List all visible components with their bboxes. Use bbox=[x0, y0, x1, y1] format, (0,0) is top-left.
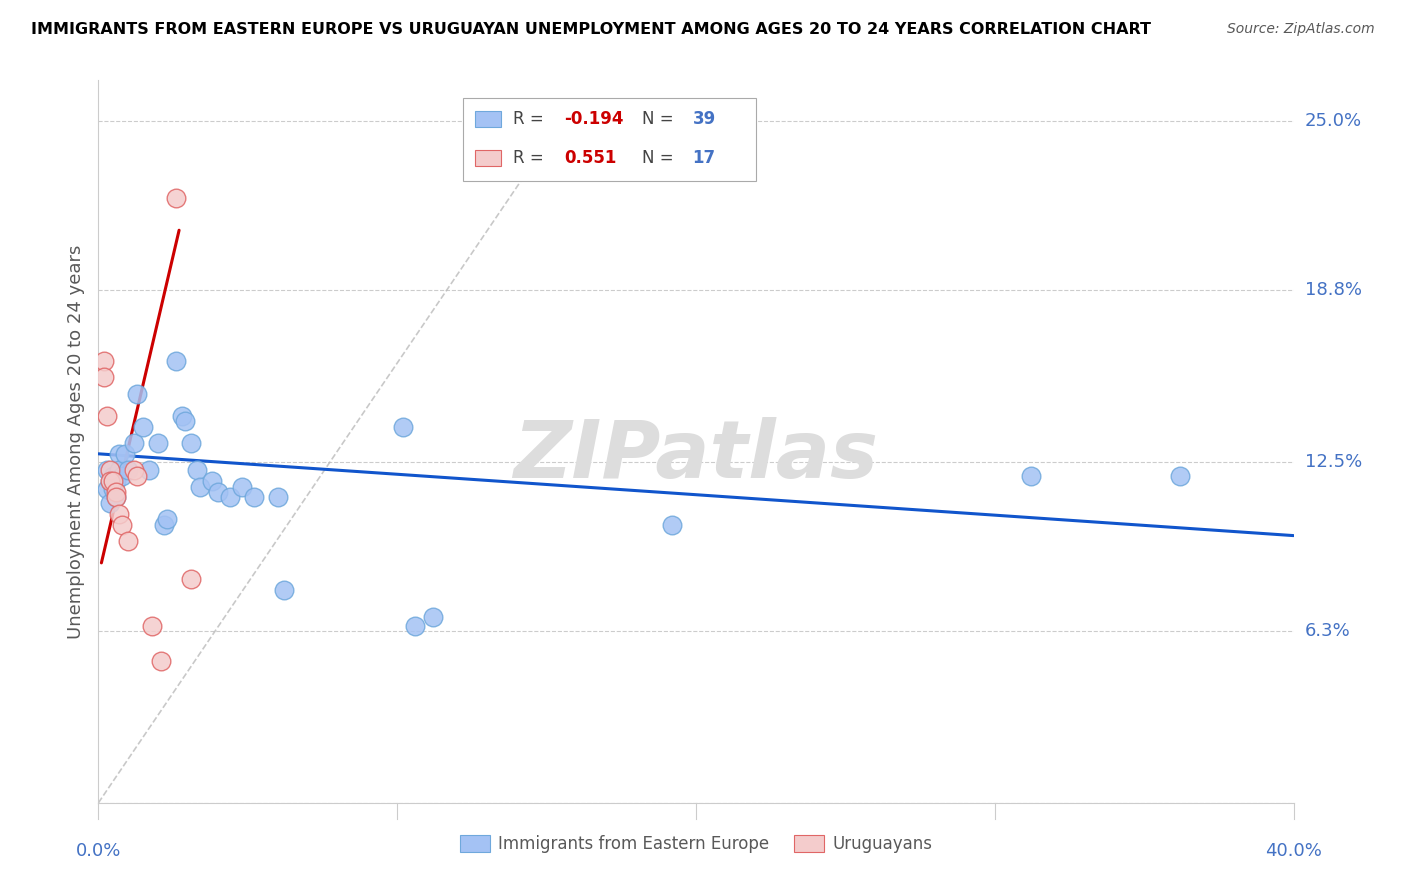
FancyBboxPatch shape bbox=[463, 98, 756, 181]
Point bbox=[124, 436, 146, 450]
Point bbox=[153, 517, 176, 532]
Point bbox=[1168, 468, 1191, 483]
Point bbox=[174, 414, 197, 428]
Point bbox=[111, 517, 134, 532]
Point bbox=[127, 468, 149, 483]
Point bbox=[111, 468, 134, 483]
Point bbox=[422, 610, 444, 624]
Text: 39: 39 bbox=[692, 110, 716, 128]
Point bbox=[108, 507, 131, 521]
Text: ZIPatlas: ZIPatlas bbox=[513, 417, 879, 495]
Point bbox=[404, 618, 426, 632]
Point bbox=[201, 474, 224, 488]
Text: 0.0%: 0.0% bbox=[76, 842, 121, 860]
FancyBboxPatch shape bbox=[475, 111, 501, 127]
Point bbox=[1019, 468, 1042, 483]
Point bbox=[103, 468, 125, 483]
Legend: Immigrants from Eastern Europe, Uruguayans: Immigrants from Eastern Europe, Uruguaya… bbox=[453, 828, 939, 860]
Point bbox=[661, 517, 683, 532]
Text: R =: R = bbox=[513, 149, 550, 167]
Point bbox=[103, 482, 125, 496]
Point bbox=[108, 447, 131, 461]
Point bbox=[105, 485, 128, 500]
Point bbox=[141, 618, 163, 632]
Point bbox=[172, 409, 194, 423]
Point bbox=[392, 419, 415, 434]
Point bbox=[243, 491, 266, 505]
Point bbox=[186, 463, 208, 477]
Point bbox=[231, 479, 253, 493]
Text: -0.194: -0.194 bbox=[565, 110, 624, 128]
Point bbox=[219, 491, 242, 505]
Point bbox=[138, 463, 160, 477]
Text: N =: N = bbox=[643, 110, 679, 128]
Point bbox=[93, 370, 115, 384]
Text: 40.0%: 40.0% bbox=[1265, 842, 1322, 860]
Text: 6.3%: 6.3% bbox=[1305, 622, 1350, 640]
Point bbox=[180, 436, 202, 450]
FancyBboxPatch shape bbox=[475, 150, 501, 166]
Point bbox=[127, 387, 149, 401]
Point bbox=[207, 485, 229, 500]
Text: 0.551: 0.551 bbox=[565, 149, 617, 167]
Point bbox=[105, 491, 128, 505]
Text: 12.5%: 12.5% bbox=[1305, 453, 1362, 471]
Point bbox=[108, 463, 131, 477]
Point bbox=[117, 463, 139, 477]
Text: N =: N = bbox=[643, 149, 679, 167]
Point bbox=[98, 463, 122, 477]
Text: IMMIGRANTS FROM EASTERN EUROPE VS URUGUAYAN UNEMPLOYMENT AMONG AGES 20 TO 24 YEA: IMMIGRANTS FROM EASTERN EUROPE VS URUGUA… bbox=[31, 22, 1152, 37]
Point bbox=[273, 583, 295, 598]
Point bbox=[96, 482, 118, 496]
Point bbox=[98, 496, 122, 510]
Point bbox=[148, 436, 170, 450]
Text: 25.0%: 25.0% bbox=[1305, 112, 1362, 130]
Text: Source: ZipAtlas.com: Source: ZipAtlas.com bbox=[1227, 22, 1375, 37]
Point bbox=[188, 479, 211, 493]
Point bbox=[96, 463, 118, 477]
Point bbox=[132, 419, 155, 434]
Point bbox=[98, 474, 122, 488]
Point bbox=[150, 654, 173, 668]
Point bbox=[105, 491, 128, 505]
Point bbox=[93, 354, 115, 368]
Y-axis label: Unemployment Among Ages 20 to 24 years: Unemployment Among Ages 20 to 24 years bbox=[66, 244, 84, 639]
Point bbox=[103, 474, 125, 488]
Point bbox=[165, 354, 187, 368]
Point bbox=[124, 463, 146, 477]
Text: 18.8%: 18.8% bbox=[1305, 281, 1361, 299]
Text: R =: R = bbox=[513, 110, 550, 128]
Text: 17: 17 bbox=[692, 149, 716, 167]
Point bbox=[114, 447, 136, 461]
Point bbox=[96, 409, 118, 423]
Point bbox=[117, 534, 139, 549]
Point bbox=[267, 491, 290, 505]
Point bbox=[180, 572, 202, 586]
Point bbox=[156, 512, 179, 526]
Point bbox=[98, 474, 122, 488]
Point bbox=[165, 190, 187, 204]
Point bbox=[105, 474, 128, 488]
